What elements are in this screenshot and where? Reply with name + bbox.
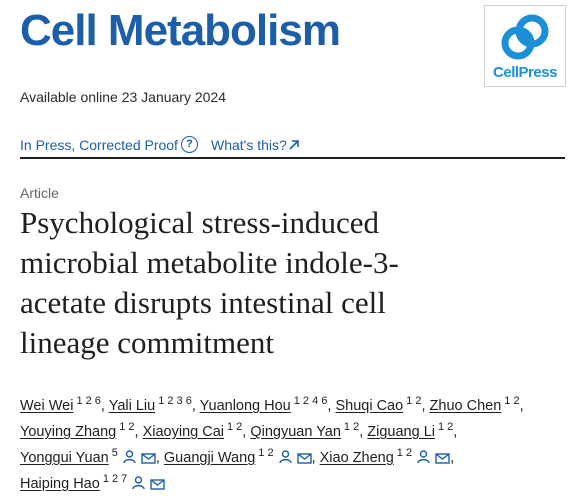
person-icon[interactable] <box>132 476 145 490</box>
mail-icon[interactable] <box>150 479 165 490</box>
author-name[interactable]: Zhuo Chen <box>429 398 502 414</box>
author-list: Wei Wei 1 2 6, Yali Liu 1 2 3 6, Yuanlong … <box>20 393 568 497</box>
author-separator: , <box>311 450 320 466</box>
cellpress-logo-text: CellPress <box>493 64 557 81</box>
author-name[interactable]: Yuanlong Hou <box>199 398 291 414</box>
author-name[interactable]: Haiping Hao <box>20 476 100 492</box>
whats-this-link[interactable]: What's this? <box>211 137 287 153</box>
article-title-line: acetate disrupts intestinal cell <box>20 285 386 320</box>
author-affiliation[interactable]: 1 2 <box>343 421 360 434</box>
author-affiliation[interactable]: 1 2 <box>406 395 422 408</box>
author-separator: , <box>359 424 368 440</box>
author-separator: , <box>100 398 109 414</box>
article-type: Article <box>20 185 59 201</box>
person-icon[interactable] <box>123 450 136 464</box>
author-affiliation[interactable]: 1 2 4 6 <box>293 395 328 408</box>
author-affiliation[interactable]: 5 <box>111 447 118 460</box>
author-line: Yonggui Yuan 5, Guangji Wang 1 2, Xiao Zhe… <box>20 445 568 471</box>
author-separator: , <box>519 398 524 414</box>
article-title-line: lineage commitment <box>20 325 274 360</box>
author-affiliation[interactable]: 1 2 <box>396 447 413 460</box>
author-line: Wei Wei 1 2 6, Yali Liu 1 2 3 6, Yuanlong … <box>20 393 568 419</box>
author-name[interactable]: Qingyuan Yan <box>250 424 341 440</box>
help-icon[interactable]: ? <box>181 136 198 153</box>
author-name[interactable]: Ziguang Li <box>367 424 435 440</box>
journal-title[interactable]: Cell Metabolism <box>20 6 341 55</box>
author-line: Haiping Hao 1 2 7 <box>20 471 568 497</box>
author-line: Youying Zhang 1 2, Xiaoying Cai 1 2, Qingy… <box>20 419 568 445</box>
author-affiliation[interactable]: 1 2 <box>504 395 520 408</box>
author-separator: , <box>421 398 430 414</box>
divider <box>20 157 565 159</box>
article-title: Psychological stress-induced microbial m… <box>20 203 565 363</box>
article-status-row: In Press, Corrected Proof ? What's this? <box>20 135 565 157</box>
author-name[interactable]: Wei Wei <box>20 398 74 414</box>
author-name[interactable]: Yonggui Yuan <box>20 450 109 466</box>
author-name[interactable]: Xiaoying Cai <box>142 424 224 440</box>
author-affiliation[interactable]: 1 2 <box>258 447 274 460</box>
author-name[interactable]: Shuqi Cao <box>335 398 404 414</box>
author-affiliation[interactable]: 1 2 <box>438 421 454 434</box>
available-online-date: Available online 23 January 2024 <box>20 89 227 105</box>
article-title-line: microbial metabolite indole-3- <box>20 245 399 280</box>
mail-icon[interactable] <box>296 453 312 464</box>
person-icon[interactable] <box>417 450 430 464</box>
author-name[interactable]: Youying Zhang <box>20 424 117 440</box>
author-separator: , <box>450 450 455 466</box>
author-affiliation[interactable]: 1 2 6 <box>76 395 101 408</box>
mail-icon[interactable] <box>435 453 450 464</box>
external-arrow-icon[interactable] <box>288 139 300 151</box>
cellpress-logo-mark <box>501 14 549 60</box>
author-affiliation[interactable]: 1 2 <box>227 421 243 434</box>
author-separator: , <box>191 398 200 414</box>
author-separator: , <box>242 424 251 440</box>
author-name[interactable]: Yali Liu <box>108 398 156 414</box>
person-icon[interactable] <box>278 450 292 464</box>
author-separator: , <box>453 424 458 440</box>
author-affiliation[interactable]: 1 2 3 6 <box>158 395 192 408</box>
mail-icon[interactable] <box>141 453 156 464</box>
author-name[interactable]: Xiao Zheng <box>319 450 394 466</box>
article-status[interactable]: In Press, Corrected Proof <box>20 137 178 153</box>
author-separator: , <box>155 450 164 466</box>
author-name[interactable]: Guangji Wang <box>163 450 256 466</box>
author-separator: , <box>327 398 336 414</box>
author-affiliation[interactable]: 1 2 <box>119 421 135 434</box>
cellpress-logo[interactable]: CellPress <box>484 5 566 87</box>
author-separator: , <box>134 424 143 440</box>
author-affiliation[interactable]: 1 2 7 <box>102 473 128 486</box>
article-title-line: Psychological stress-induced <box>20 205 380 240</box>
